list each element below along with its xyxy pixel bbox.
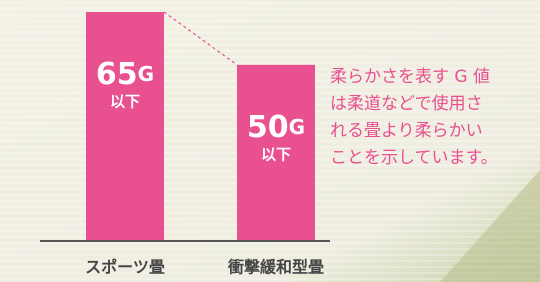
value-note: 以下: [261, 145, 291, 163]
value-note: 以下: [110, 93, 140, 111]
chart: 65G以下スポーツ畳50G以下衝撃緩和型畳柔らかさを表す G 値は柔道などで使用…: [0, 0, 540, 282]
x-tick-label: 衝撃緩和型畳: [227, 258, 324, 277]
annotation-line: 柔らかさを表す G 値: [330, 67, 490, 87]
annotation-line: ことを示しています。: [330, 148, 498, 168]
x-tick-label: スポーツ畳: [85, 258, 165, 277]
annotation-line: れる畳より柔らかい: [330, 121, 483, 141]
bar: [86, 12, 164, 241]
annotation-line: は柔道などで使用さ: [330, 93, 483, 114]
